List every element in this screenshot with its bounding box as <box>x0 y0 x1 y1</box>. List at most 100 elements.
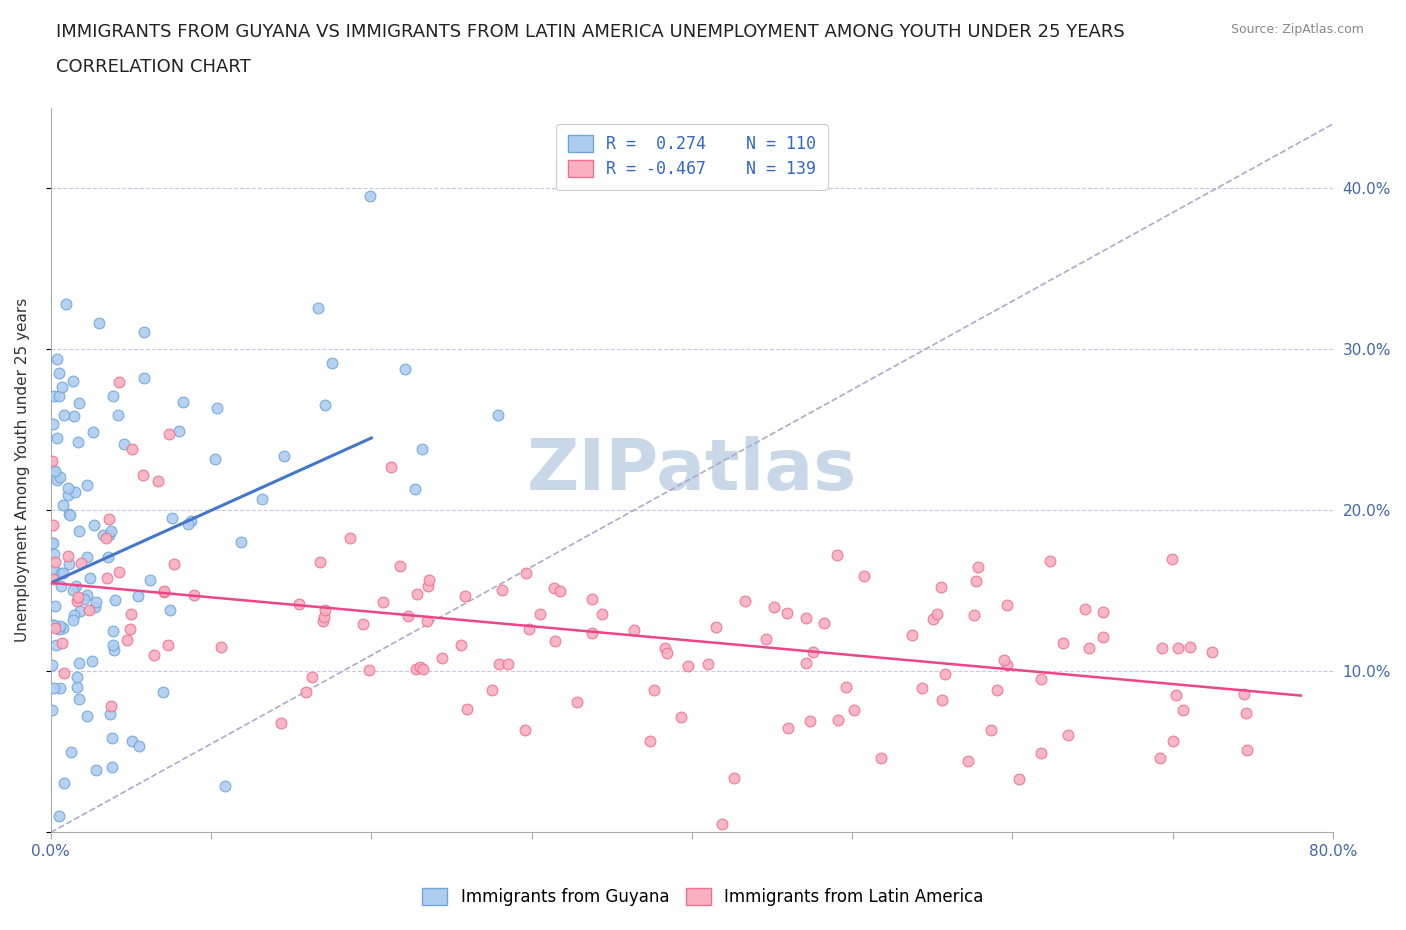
Point <box>41 417 63 432</box>
Text: Source: ZipAtlas.com: Source: ZipAtlas.com <box>1230 23 1364 36</box>
Point <box>432 651 454 666</box>
Point <box>67 524 90 538</box>
Point <box>59 745 82 760</box>
Point <box>45 352 67 367</box>
Point <box>993 653 1015 668</box>
Point <box>70 556 93 571</box>
Point <box>48 365 70 380</box>
Point <box>995 658 1018 672</box>
Point <box>704 619 727 634</box>
Point <box>1092 604 1115 619</box>
Point <box>929 579 952 594</box>
Point <box>1236 742 1258 757</box>
Point <box>654 640 676 655</box>
Point <box>112 436 135 451</box>
Point <box>491 582 513 597</box>
Point <box>67 434 90 449</box>
Point <box>312 609 335 624</box>
Point <box>41 454 63 469</box>
Point <box>89 315 111 330</box>
Point <box>152 584 174 599</box>
Point <box>544 633 567 648</box>
Point <box>418 578 440 593</box>
Point <box>1171 702 1194 717</box>
Point <box>84 763 107 777</box>
Point <box>120 606 142 621</box>
Point <box>911 681 934 696</box>
Point <box>394 362 416 377</box>
Point <box>83 518 105 533</box>
Point <box>55 297 77 312</box>
Point <box>934 667 956 682</box>
Point <box>418 572 440 587</box>
Point <box>162 556 184 571</box>
Point <box>84 594 107 609</box>
Point <box>180 513 202 528</box>
Point <box>58 557 80 572</box>
Point <box>965 574 987 589</box>
Point <box>103 643 125 658</box>
Point <box>273 449 295 464</box>
Point <box>76 550 98 565</box>
Point <box>58 508 80 523</box>
Point <box>995 597 1018 612</box>
Point <box>925 606 948 621</box>
Point <box>42 618 65 632</box>
Point <box>416 614 439 629</box>
Point <box>794 656 817 671</box>
Point <box>776 605 799 620</box>
Point <box>49 470 72 485</box>
Point <box>229 535 252 550</box>
Point <box>101 637 124 652</box>
Point <box>373 594 395 609</box>
Point <box>1233 687 1256 702</box>
Point <box>853 569 876 584</box>
Point <box>1201 644 1223 659</box>
Point <box>488 657 510 671</box>
Point <box>1039 553 1062 568</box>
Point <box>388 559 411 574</box>
Point <box>52 776 75 790</box>
Point <box>763 599 786 614</box>
Point <box>778 721 800 736</box>
Point <box>79 570 101 585</box>
Point <box>108 374 131 389</box>
Point <box>591 606 613 621</box>
Point <box>63 408 86 423</box>
Point <box>44 547 66 562</box>
Point <box>162 511 184 525</box>
Point <box>91 527 114 542</box>
Point <box>623 623 645 638</box>
Point <box>1057 727 1080 742</box>
Point <box>565 695 588 710</box>
Point <box>132 325 155 339</box>
Point <box>67 655 90 670</box>
Point <box>922 612 945 627</box>
Point <box>456 701 478 716</box>
Point <box>41 572 63 587</box>
Point <box>314 398 336 413</box>
Point <box>146 473 169 488</box>
Point <box>1092 630 1115 644</box>
Point <box>49 618 72 633</box>
Point <box>288 596 311 611</box>
Point <box>813 615 835 630</box>
Point <box>84 599 107 614</box>
Point <box>183 588 205 603</box>
Point <box>76 587 98 602</box>
Point <box>581 626 603 641</box>
Point <box>1234 705 1257 720</box>
Point <box>82 654 104 669</box>
Point <box>294 684 316 699</box>
Text: CORRELATION CHART: CORRELATION CHART <box>56 58 252 75</box>
Point <box>62 583 84 598</box>
Point <box>44 555 66 570</box>
Point <box>172 394 194 409</box>
Point <box>405 661 427 676</box>
Point <box>41 618 63 632</box>
Point <box>967 560 990 575</box>
Point <box>51 635 73 650</box>
Text: ZIPatlas: ZIPatlas <box>527 435 856 505</box>
Legend: R =  0.274    N = 110, R = -0.467    N = 139: R = 0.274 N = 110, R = -0.467 N = 139 <box>555 124 828 190</box>
Point <box>67 396 90 411</box>
